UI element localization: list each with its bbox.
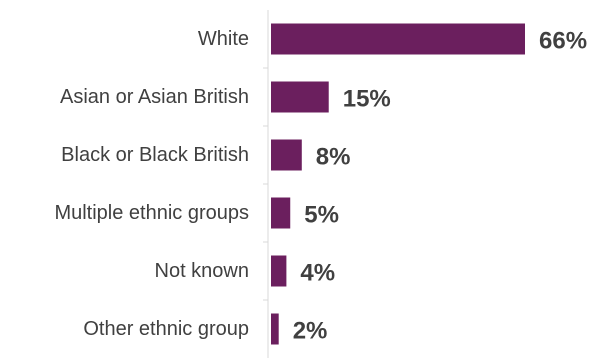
value-label: 5% xyxy=(304,202,339,229)
bar xyxy=(271,23,525,55)
bars xyxy=(271,23,525,345)
bar xyxy=(271,313,279,345)
category-label: Not known xyxy=(155,260,250,282)
category-label: Multiple ethnic groups xyxy=(54,202,249,224)
bar xyxy=(271,139,302,171)
bar xyxy=(271,81,329,113)
value-label: 4% xyxy=(300,260,335,287)
category-label: Asian or Asian British xyxy=(60,86,249,108)
category-label: Black or Black British xyxy=(61,144,249,166)
bar xyxy=(271,197,291,229)
bar xyxy=(271,255,287,287)
value-label: 15% xyxy=(343,86,391,113)
category-axis xyxy=(263,10,269,358)
value-label: 8% xyxy=(316,144,351,171)
category-label: Other ethnic group xyxy=(83,318,249,340)
category-label: White xyxy=(198,28,249,50)
value-label: 2% xyxy=(293,318,328,345)
labels: White 66% Asian or Asian British 15% Black o… xyxy=(54,28,587,345)
value-label: 66% xyxy=(539,28,587,55)
